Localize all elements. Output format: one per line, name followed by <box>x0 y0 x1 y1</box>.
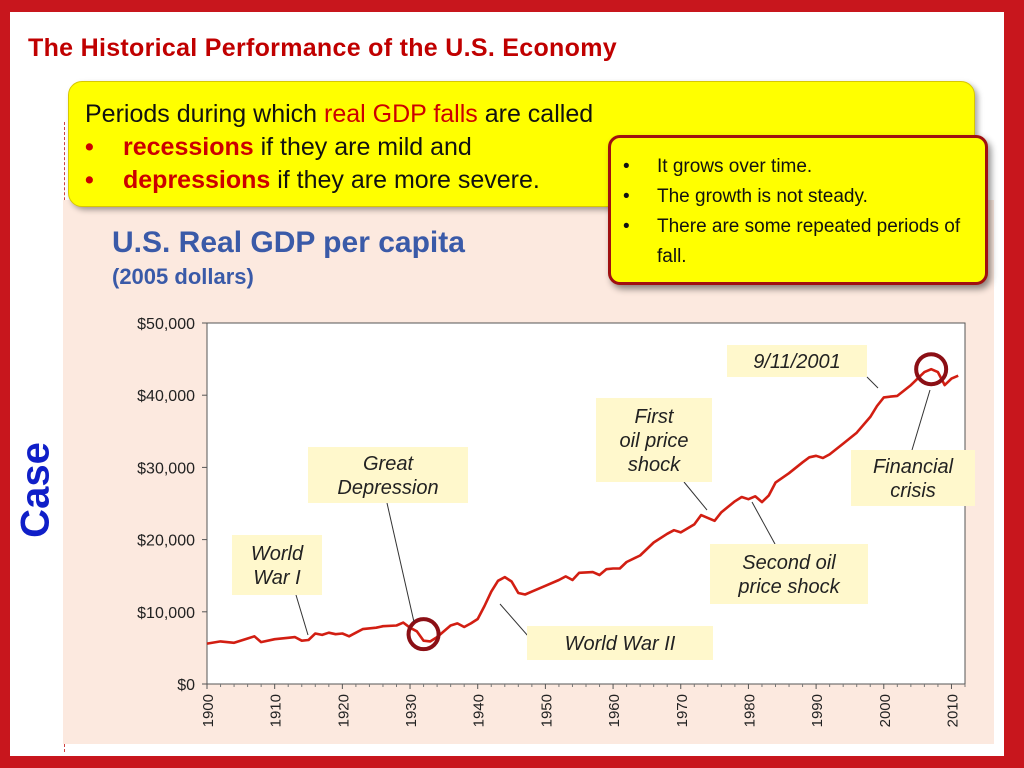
x-tick-label: 1960 <box>606 694 623 727</box>
y-tick-label: $30,000 <box>137 460 195 477</box>
bullet-icon: • <box>623 156 630 177</box>
highlight-circle <box>406 617 441 652</box>
y-tick-label: $20,000 <box>137 533 195 550</box>
bullet-icon: • <box>623 216 630 237</box>
x-tick-label: 2010 <box>944 694 961 727</box>
x-tick-label: 1980 <box>741 694 758 727</box>
annotation-label: First oil price shock <box>620 406 689 476</box>
highlight-circle <box>914 352 949 387</box>
annotation-box <box>727 345 867 377</box>
x-tick-label: 1970 <box>674 694 691 727</box>
annotation-leader <box>911 389 931 451</box>
annotation-label: World War II <box>565 633 676 655</box>
chart-subtitle: (2005 dollars) <box>112 264 254 289</box>
annotation-box <box>308 447 468 503</box>
annotation-label: 9/11/2001 <box>753 351 841 373</box>
definition-intro: Periods during which real GDP falls are … <box>85 98 974 131</box>
y-tick-label: $40,000 <box>137 388 195 405</box>
x-tick-label: 1910 <box>268 694 285 727</box>
annotation-label: Second oil price shock <box>737 552 840 598</box>
callout-item-text: It grows over time. <box>657 156 813 177</box>
annotation-box <box>710 544 868 604</box>
annotation-box <box>596 398 712 482</box>
bullet-icon: • <box>85 166 94 194</box>
chart-title: U.S. Real GDP per capita <box>112 226 465 259</box>
annotation-label: Financial crisis <box>873 456 954 502</box>
term-recessions-description: if they are mild and <box>253 133 472 161</box>
intro-text-end: are called <box>477 100 594 128</box>
plot-area <box>206 322 966 685</box>
callout-item-text: There are some repeated periods of fall. <box>657 216 961 267</box>
annotation-leader <box>683 481 708 511</box>
annotation-leader <box>499 603 529 637</box>
intro-text-start: Periods during which <box>85 100 325 128</box>
x-tick-label: 2000 <box>877 694 894 727</box>
intro-highlight: real GDP falls <box>324 100 478 128</box>
x-tick-label: 1940 <box>471 694 488 727</box>
annotation-leader <box>751 501 776 545</box>
definition-bullet-recessions: • recessions if they are mild and <box>85 131 974 164</box>
x-tick-label: 1930 <box>403 694 420 727</box>
annotation-leader <box>386 502 415 623</box>
callout-item: • There are some repeated periods of fal… <box>623 212 975 272</box>
term-recessions: recessions <box>123 133 254 161</box>
x-tick-label: 1950 <box>538 694 555 727</box>
term-depressions-description: if they are more severe. <box>270 166 540 194</box>
x-tick-label: 1990 <box>809 694 826 727</box>
term-depressions: depressions <box>123 166 271 194</box>
annotation-leader <box>295 594 309 636</box>
y-tick-label: $50,000 <box>137 316 195 333</box>
annotation-box <box>851 450 975 506</box>
annotation-leader <box>866 376 879 389</box>
gdp-series-line <box>206 367 959 645</box>
annotation-box <box>232 535 322 595</box>
y-tick-label: $0 <box>177 677 195 694</box>
annotation-label: World War I <box>251 543 304 589</box>
y-tick-label: $10,000 <box>137 605 195 622</box>
annotation-label: Great Depression <box>337 453 438 499</box>
definition-bullet-depressions: • depressions if they are more severe. <box>85 164 974 197</box>
x-tick-label: 1900 <box>200 694 217 727</box>
callout-item: • It grows over time. <box>623 152 975 182</box>
x-tick-label: 1920 <box>335 694 352 727</box>
bullet-icon: • <box>623 186 630 207</box>
observations-callout: • It grows over time. • The growth is no… <box>608 135 988 285</box>
callout-item: • The growth is not steady. <box>623 182 975 212</box>
bullet-icon: • <box>85 133 94 161</box>
annotation-box <box>527 626 713 660</box>
slide-title: The Historical Performance of the U.S. E… <box>28 34 617 62</box>
callout-item-text: The growth is not steady. <box>657 186 868 207</box>
